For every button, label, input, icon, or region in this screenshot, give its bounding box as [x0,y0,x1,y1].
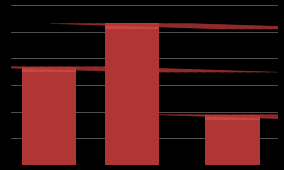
Polygon shape [205,115,260,120]
Bar [22,72,76,165]
Polygon shape [105,23,159,29]
Bar [105,29,159,165]
Bar [205,120,260,165]
Polygon shape [22,67,76,72]
